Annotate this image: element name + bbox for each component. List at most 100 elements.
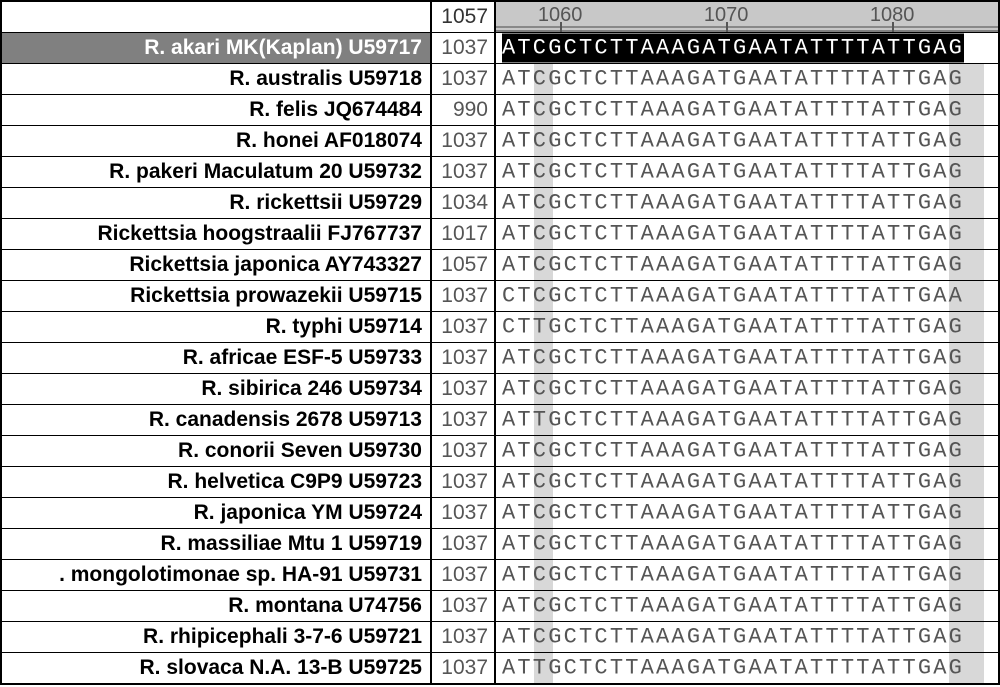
sequence-name[interactable]: R. sibirica 246 U59734 (2, 374, 432, 404)
sequence-name[interactable]: Rickettsia japonica AY743327 (2, 250, 432, 280)
sequence-position: 1037 (432, 591, 496, 621)
sequence-text: ATCGCTCTTAAAGATGAATATTTTATTGAG (502, 594, 964, 619)
sequence-text: CTCGCTCTTAAAGATGAATATTTTATTGAA (502, 284, 964, 309)
sequence-text: ATCGCTCTTAAAGATGAATATTTTATTGAG (502, 67, 964, 92)
alignment-row[interactable]: R. montana U747561037ATCGCTCTTAAAGATGAAT… (2, 591, 998, 622)
sequence-text: ATCGCTCTTAAAGATGAATATTTTATTGAG (502, 625, 964, 650)
sequence-position: 1037 (432, 33, 496, 63)
alignment-row[interactable]: R. japonica YM U597241037ATCGCTCTTAAAGAT… (2, 498, 998, 529)
alignment-row[interactable]: Rickettsia japonica AY7433271057ATCGCTCT… (2, 250, 998, 281)
sequence-cell[interactable]: ATCGCTCTTAAAGATGAATATTTTATTGAG (496, 498, 998, 528)
sequence-text: ATCGCTCTTAAAGATGAATATTTTATTGAG (502, 501, 964, 526)
alignment-row[interactable]: R. rhipicephali 3-7-6 U597211037ATCGCTCT… (2, 622, 998, 653)
sequence-text: ATCGCTCTTAAAGATGAATATTTTATTGAG (502, 34, 964, 63)
sequence-cell[interactable]: ATCGCTCTTAAAGATGAATATTTTATTGAG (496, 591, 998, 621)
sequence-position: 1037 (432, 405, 496, 435)
ruler-row: 1057 106010701080 (2, 2, 998, 33)
sequence-cell[interactable]: ATCGCTCTTAAAGATGAATATTTTATTGAG (496, 250, 998, 280)
sequence-cell[interactable]: ATCGCTCTTAAAGATGAATATTTTATTGAG (496, 467, 998, 497)
sequence-cell[interactable]: ATCGCTCTTAAAGATGAATATTTTATTGAG (496, 157, 998, 187)
sequence-cell[interactable]: ATTGCTCTTAAAGATGAATATTTTATTGAG (496, 653, 998, 683)
sequence-position: 1037 (432, 622, 496, 652)
sequence-position: 1037 (432, 157, 496, 187)
sequence-text: ATCGCTCTTAAAGATGAATATTTTATTGAG (502, 222, 964, 247)
sequence-name[interactable]: R. canadensis 2678 U59713 (2, 405, 432, 435)
sequence-name[interactable]: R. pakeri Maculatum 20 U59732 (2, 157, 432, 187)
sequence-name[interactable]: R. montana U74756 (2, 591, 432, 621)
sequence-cell[interactable]: CTTGCTCTTAAAGATGAATATTTTATTGAG (496, 312, 998, 342)
alignment-row[interactable]: R. pakeri Maculatum 20 U597321037ATCGCTC… (2, 157, 998, 188)
alignment-row[interactable]: R. africae ESF-5 U597331037ATCGCTCTTAAAG… (2, 343, 998, 374)
alignment-row[interactable]: R. felis JQ674484990ATCGCTCTTAAAGATGAATA… (2, 95, 998, 126)
alignment-row[interactable]: . mongolotimonae sp. HA-91 U597311037ATC… (2, 560, 998, 591)
sequence-text: ATCGCTCTTAAAGATGAATATTTTATTGAG (502, 98, 964, 123)
sequence-name[interactable]: R. akari MK(Kaplan) U59717 (2, 33, 432, 63)
sequence-position: 1037 (432, 467, 496, 497)
sequence-text: ATTGCTCTTAAAGATGAATATTTTATTGAG (502, 656, 964, 681)
sequence-name[interactable]: R. honei AF018074 (2, 126, 432, 156)
sequence-text: ATCGCTCTTAAAGATGAATATTTTATTGAG (502, 470, 964, 495)
sequence-cell[interactable]: ATCGCTCTTAAAGATGAATATTTTATTGAG (496, 436, 998, 466)
sequence-position: 990 (432, 95, 496, 125)
alignment-row[interactable]: R. slovaca N.A. 13-B U597251037ATTGCTCTT… (2, 653, 998, 683)
sequence-name[interactable]: R. helvetica C9P9 U59723 (2, 467, 432, 497)
sequence-cell[interactable]: ATTGCTCTTAAAGATGAATATTTTATTGAG (496, 405, 998, 435)
sequence-position: 1037 (432, 343, 496, 373)
sequence-cell[interactable]: ATCGCTCTTAAAGATGAATATTTTATTGAG (496, 126, 998, 156)
sequence-text: ATCGCTCTTAAAGATGAATATTTTATTGAG (502, 253, 964, 278)
sequence-text: ATCGCTCTTAAAGATGAATATTTTATTGAG (502, 563, 964, 588)
sequence-cell[interactable]: ATCGCTCTTAAAGATGAATATTTTATTGAG (496, 560, 998, 590)
sequence-name[interactable]: Rickettsia prowazekii U59715 (2, 281, 432, 311)
ruler-name-cell (2, 2, 432, 32)
sequence-position: 1017 (432, 219, 496, 249)
alignment-row[interactable]: R. typhi U597141037CTTGCTCTTAAAGATGAATAT… (2, 312, 998, 343)
sequence-text: ATCGCTCTTAAAGATGAATATTTTATTGAG (502, 377, 964, 402)
sequence-name[interactable]: R. slovaca N.A. 13-B U59725 (2, 653, 432, 683)
sequence-cell[interactable]: ATCGCTCTTAAAGATGAATATTTTATTGAG (496, 343, 998, 373)
alignment-row[interactable]: R. rickettsii U597291034ATCGCTCTTAAAGATG… (2, 188, 998, 219)
sequence-cell[interactable]: CTCGCTCTTAAAGATGAATATTTTATTGAA (496, 281, 998, 311)
alignment-row[interactable]: R. helvetica C9P9 U597231037ATCGCTCTTAAA… (2, 467, 998, 498)
sequence-name[interactable]: . mongolotimonae sp. HA-91 U59731 (2, 560, 432, 590)
sequence-name[interactable]: R. africae ESF-5 U59733 (2, 343, 432, 373)
alignment-row[interactable]: R. massiliae Mtu 1 U597191037ATCGCTCTTAA… (2, 529, 998, 560)
sequence-name[interactable]: R. conorii Seven U59730 (2, 436, 432, 466)
sequence-name[interactable]: Rickettsia hoogstraalii FJ767737 (2, 219, 432, 249)
sequence-name[interactable]: R. australis U59718 (2, 64, 432, 94)
sequence-name[interactable]: R. felis JQ674484 (2, 95, 432, 125)
sequence-text: ATTGCTCTTAAAGATGAATATTTTATTGAG (502, 408, 964, 433)
sequence-cell[interactable]: ATCGCTCTTAAAGATGAATATTTTATTGAG (496, 374, 998, 404)
sequence-text: ATCGCTCTTAAAGATGAATATTTTATTGAG (502, 191, 964, 216)
sequence-cell[interactable]: ATCGCTCTTAAAGATGAATATTTTATTGAG (496, 188, 998, 218)
alignment-row[interactable]: R. honei AF0180741037ATCGCTCTTAAAGATGAAT… (2, 126, 998, 157)
alignment-row[interactable]: R. sibirica 246 U597341037ATCGCTCTTAAAGA… (2, 374, 998, 405)
sequence-cell[interactable]: ATCGCTCTTAAAGATGAATATTTTATTGAG (496, 64, 998, 94)
sequence-cell[interactable]: ATCGCTCTTAAAGATGAATATTTTATTGAG (496, 219, 998, 249)
alignment-row[interactable]: R. australis U597181037ATCGCTCTTAAAGATGA… (2, 64, 998, 95)
ruler-seq-cell: 106010701080 (496, 2, 998, 32)
alignment-row[interactable]: Rickettsia prowazekii U597151037CTCGCTCT… (2, 281, 998, 312)
sequence-name[interactable]: R. rhipicephali 3-7-6 U59721 (2, 622, 432, 652)
alignment-viewer: 1057 106010701080 R. akari MK(Kaplan) U5… (0, 0, 1000, 685)
sequence-position: 1037 (432, 312, 496, 342)
sequence-name[interactable]: R. massiliae Mtu 1 U59719 (2, 529, 432, 559)
sequence-name[interactable]: R. japonica YM U59724 (2, 498, 432, 528)
sequence-cell[interactable]: ATCGCTCTTAAAGATGAATATTTTATTGAG (496, 622, 998, 652)
sequence-position: 1037 (432, 560, 496, 590)
alignment-row[interactable]: R. conorii Seven U597301037ATCGCTCTTAAAG… (2, 436, 998, 467)
sequence-text: ATCGCTCTTAAAGATGAATATTTTATTGAG (502, 129, 964, 154)
alignment-row[interactable]: R. canadensis 2678 U597131037ATTGCTCTTAA… (2, 405, 998, 436)
sequence-cell[interactable]: ATCGCTCTTAAAGATGAATATTTTATTGAG (496, 33, 998, 63)
sequence-position: 1037 (432, 126, 496, 156)
alignment-row[interactable]: R. akari MK(Kaplan) U597171037ATCGCTCTTA… (2, 33, 998, 64)
sequence-text: CTTGCTCTTAAAGATGAATATTTTATTGAG (502, 315, 964, 340)
sequence-text: ATCGCTCTTAAAGATGAATATTTTATTGAG (502, 439, 964, 464)
sequence-position: 1037 (432, 498, 496, 528)
sequence-position: 1037 (432, 436, 496, 466)
sequence-text: ATCGCTCTTAAAGATGAATATTTTATTGAG (502, 346, 964, 371)
sequence-name[interactable]: R. typhi U59714 (2, 312, 432, 342)
sequence-name[interactable]: R. rickettsii U59729 (2, 188, 432, 218)
sequence-cell[interactable]: ATCGCTCTTAAAGATGAATATTTTATTGAG (496, 529, 998, 559)
sequence-cell[interactable]: ATCGCTCTTAAAGATGAATATTTTATTGAG (496, 95, 998, 125)
alignment-row[interactable]: Rickettsia hoogstraalii FJ7677371017ATCG… (2, 219, 998, 250)
